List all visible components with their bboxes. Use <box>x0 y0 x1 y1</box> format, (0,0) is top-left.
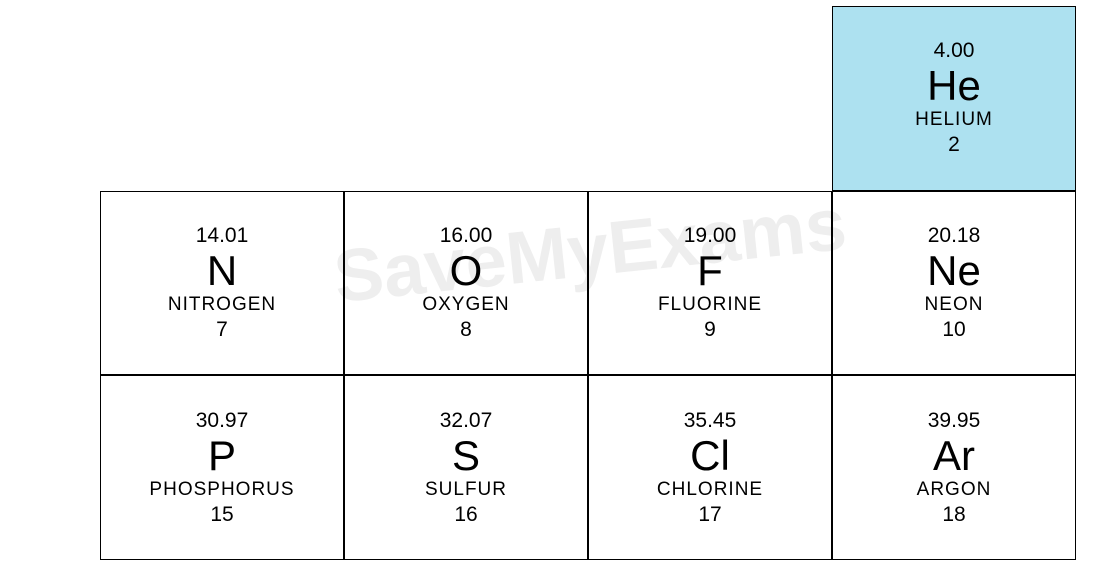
element-name: HELIUM <box>915 109 993 131</box>
element-name: SULFUR <box>425 479 507 501</box>
element-name: ARGON <box>917 479 992 501</box>
element-name: CHLORINE <box>657 479 763 501</box>
atomic-number: 15 <box>210 503 233 527</box>
atomic-mass: 19.00 <box>684 224 737 248</box>
element-symbol: Ne <box>927 250 981 292</box>
element-cell-he: 4.00HeHELIUM2 <box>832 6 1076 191</box>
element-name: FLUORINE <box>658 294 762 316</box>
atomic-number: 7 <box>216 318 228 342</box>
element-symbol: F <box>697 250 723 292</box>
element-cell-f: 19.00FFLUORINE9 <box>588 191 832 376</box>
element-cell-s: 32.07SSULFUR16 <box>344 375 588 560</box>
atomic-mass: 35.45 <box>684 409 737 433</box>
atomic-number: 17 <box>698 503 721 527</box>
atomic-mass: 14.01 <box>196 224 249 248</box>
element-cell-o: 16.00OOXYGEN8 <box>344 191 588 376</box>
element-symbol: Cl <box>690 435 730 477</box>
atomic-mass: 32.07 <box>440 409 493 433</box>
element-cell-cl: 35.45ClCHLORINE17 <box>588 375 832 560</box>
element-symbol: P <box>208 435 236 477</box>
element-symbol: O <box>450 250 483 292</box>
atomic-number: 9 <box>704 318 716 342</box>
periodic-table-grid: 4.00HeHELIUM214.01NNITROGEN716.00OOXYGEN… <box>100 6 1076 560</box>
atomic-mass: 4.00 <box>934 39 975 63</box>
atomic-mass: 39.95 <box>928 409 981 433</box>
element-symbol: N <box>207 250 237 292</box>
atomic-number: 2 <box>948 133 960 157</box>
element-cell-ar: 39.95ArARGON18 <box>832 375 1076 560</box>
atomic-mass: 30.97 <box>196 409 249 433</box>
element-name: NEON <box>925 294 984 316</box>
element-name: NITROGEN <box>168 294 276 316</box>
element-cell-p: 30.97PPHOSPHORUS15 <box>100 375 344 560</box>
element-cell-n: 14.01NNITROGEN7 <box>100 191 344 376</box>
element-symbol: He <box>927 65 981 107</box>
atomic-number: 8 <box>460 318 472 342</box>
element-cell-ne: 20.18NeNEON10 <box>832 191 1076 376</box>
element-symbol: Ar <box>933 435 975 477</box>
element-symbol: S <box>452 435 480 477</box>
element-name: OXYGEN <box>422 294 509 316</box>
element-name: PHOSPHORUS <box>149 479 294 501</box>
atomic-number: 18 <box>942 503 965 527</box>
atomic-mass: 20.18 <box>928 224 981 248</box>
atomic-mass: 16.00 <box>440 224 493 248</box>
atomic-number: 16 <box>454 503 477 527</box>
atomic-number: 10 <box>942 318 965 342</box>
